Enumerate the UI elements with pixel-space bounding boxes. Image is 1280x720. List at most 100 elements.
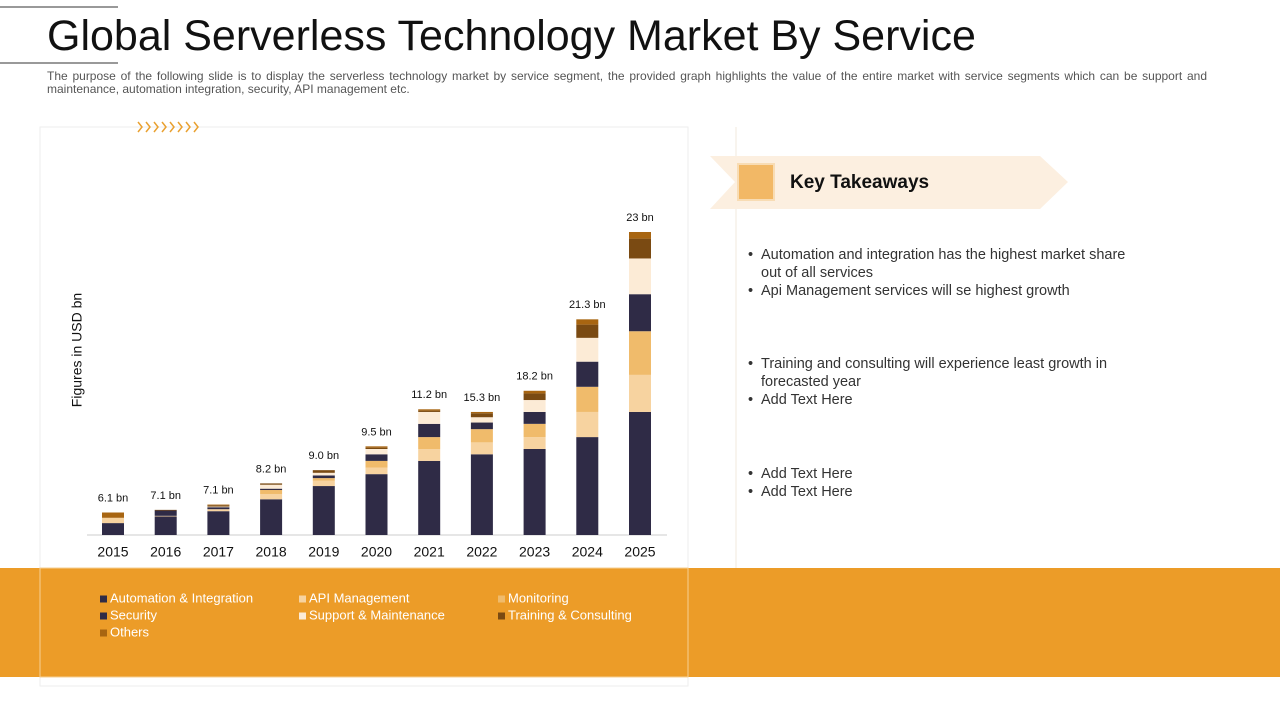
bar-segment xyxy=(470,454,493,535)
x-tick-label: 2021 xyxy=(414,544,445,560)
legend-swatch xyxy=(100,629,107,637)
bar-segment xyxy=(629,232,651,239)
legend-label: Others xyxy=(110,624,150,639)
bar-segment xyxy=(418,410,441,412)
bar-segment xyxy=(576,337,599,362)
bar-segment xyxy=(102,517,124,524)
bar-segment xyxy=(312,486,335,535)
bar-segment xyxy=(154,515,177,517)
x-tick-label: 2019 xyxy=(308,544,339,560)
bar-segment xyxy=(523,400,546,412)
bar-segment xyxy=(418,437,441,449)
chevrons xyxy=(137,121,199,133)
bar-segment xyxy=(576,437,599,535)
legend-label: API Management xyxy=(309,590,410,605)
legend-swatch xyxy=(299,612,306,620)
bar-segment xyxy=(576,324,599,338)
bar-segment xyxy=(365,454,388,461)
legend-band xyxy=(0,568,1280,677)
bar-segment xyxy=(629,331,651,375)
bar-segment xyxy=(523,390,546,394)
bar-segment xyxy=(207,504,230,506)
bar-segment xyxy=(154,510,177,516)
bar-segment xyxy=(260,499,283,535)
x-tick-label: 2024 xyxy=(572,544,603,560)
bar-segment xyxy=(312,480,335,487)
bar-segment xyxy=(629,411,651,535)
frame-edge xyxy=(39,567,689,678)
bar-segment xyxy=(629,294,651,332)
bar-segment xyxy=(418,411,441,424)
legend-label: Monitoring xyxy=(508,590,569,605)
legend-label: Training & Consulting xyxy=(508,607,632,622)
x-tick-label: 2017 xyxy=(203,544,234,560)
x-tick-label: 2023 xyxy=(519,544,550,560)
title: Global Serverless Technology Market By S… xyxy=(47,12,976,60)
bar-segment xyxy=(365,446,388,448)
bar-segment xyxy=(523,423,546,438)
bullet: Add Text Here xyxy=(748,391,1138,409)
bar-segment xyxy=(365,460,388,468)
bullet: Training and consulting will experience … xyxy=(748,355,1138,391)
x-tick-label: 2015 xyxy=(97,544,128,560)
total-label: 23 bn xyxy=(626,212,654,224)
bar-segment xyxy=(418,448,441,461)
total-label: 8.2 bn xyxy=(256,463,287,475)
bar-segment xyxy=(470,442,493,455)
bullet-group: Add Text HereAdd Text Here xyxy=(748,465,1138,501)
bar-segment xyxy=(418,423,441,438)
bar-segment xyxy=(102,512,124,518)
bar-segment xyxy=(629,238,651,259)
x-tick-label: 2022 xyxy=(466,544,497,560)
bar-segment xyxy=(523,393,546,401)
bar-segment xyxy=(576,319,599,325)
total-label: 21.3 bn xyxy=(569,299,606,311)
total-label: 11.2 bn xyxy=(411,389,447,401)
x-tick-label: 2016 xyxy=(150,544,181,560)
legend-label: Automation & Integration xyxy=(110,590,253,605)
bar-segment xyxy=(523,437,546,449)
bullet-group: Automation and integration has the highe… xyxy=(748,246,1138,300)
bar-segment xyxy=(154,516,177,535)
y-axis-label: Figures in USD bn xyxy=(69,293,85,407)
total-label: 7.1 bn xyxy=(203,484,234,496)
bar-segment xyxy=(312,478,335,481)
total-label: 6.1 bn xyxy=(98,492,129,504)
bar-segment xyxy=(260,488,283,491)
bar-segment xyxy=(470,429,493,443)
bar-segment xyxy=(365,448,388,455)
bar-segment xyxy=(418,460,441,535)
bar-segment xyxy=(576,361,599,387)
bar-segment xyxy=(470,413,493,418)
bar-segment xyxy=(260,490,283,494)
bar-segment xyxy=(470,417,493,423)
bar-segment xyxy=(312,475,335,479)
bar-segment xyxy=(154,509,177,511)
takeaway-banner xyxy=(710,156,1068,209)
bar-segment xyxy=(260,484,283,489)
bullet: Api Management services will se highest … xyxy=(748,282,1138,300)
bar-segment xyxy=(576,386,599,412)
x-tick-label: 2020 xyxy=(361,544,392,560)
total-label: 7.1 bn xyxy=(150,490,181,502)
bar-segment xyxy=(365,467,388,475)
takeaway-heading: Key Takeaways xyxy=(790,172,929,193)
takeaway-icon xyxy=(737,163,775,201)
bar-segment xyxy=(365,474,388,535)
bar-segment xyxy=(207,506,230,508)
bar-segment xyxy=(418,409,441,411)
total-label: 15.3 bn xyxy=(464,392,501,404)
total-label: 18.2 bn xyxy=(516,371,553,383)
legend-swatch xyxy=(100,595,107,603)
bar-segment xyxy=(207,507,230,510)
legend-swatch xyxy=(100,612,107,620)
bar-segment xyxy=(629,258,651,295)
bar-segment xyxy=(470,411,493,414)
bar-segment xyxy=(312,472,335,476)
legend-swatch xyxy=(498,595,505,603)
x-tick-label: 2018 xyxy=(256,544,287,560)
bullet: Automation and integration has the highe… xyxy=(748,246,1138,282)
legend-label: Support & Maintenance xyxy=(309,607,445,622)
